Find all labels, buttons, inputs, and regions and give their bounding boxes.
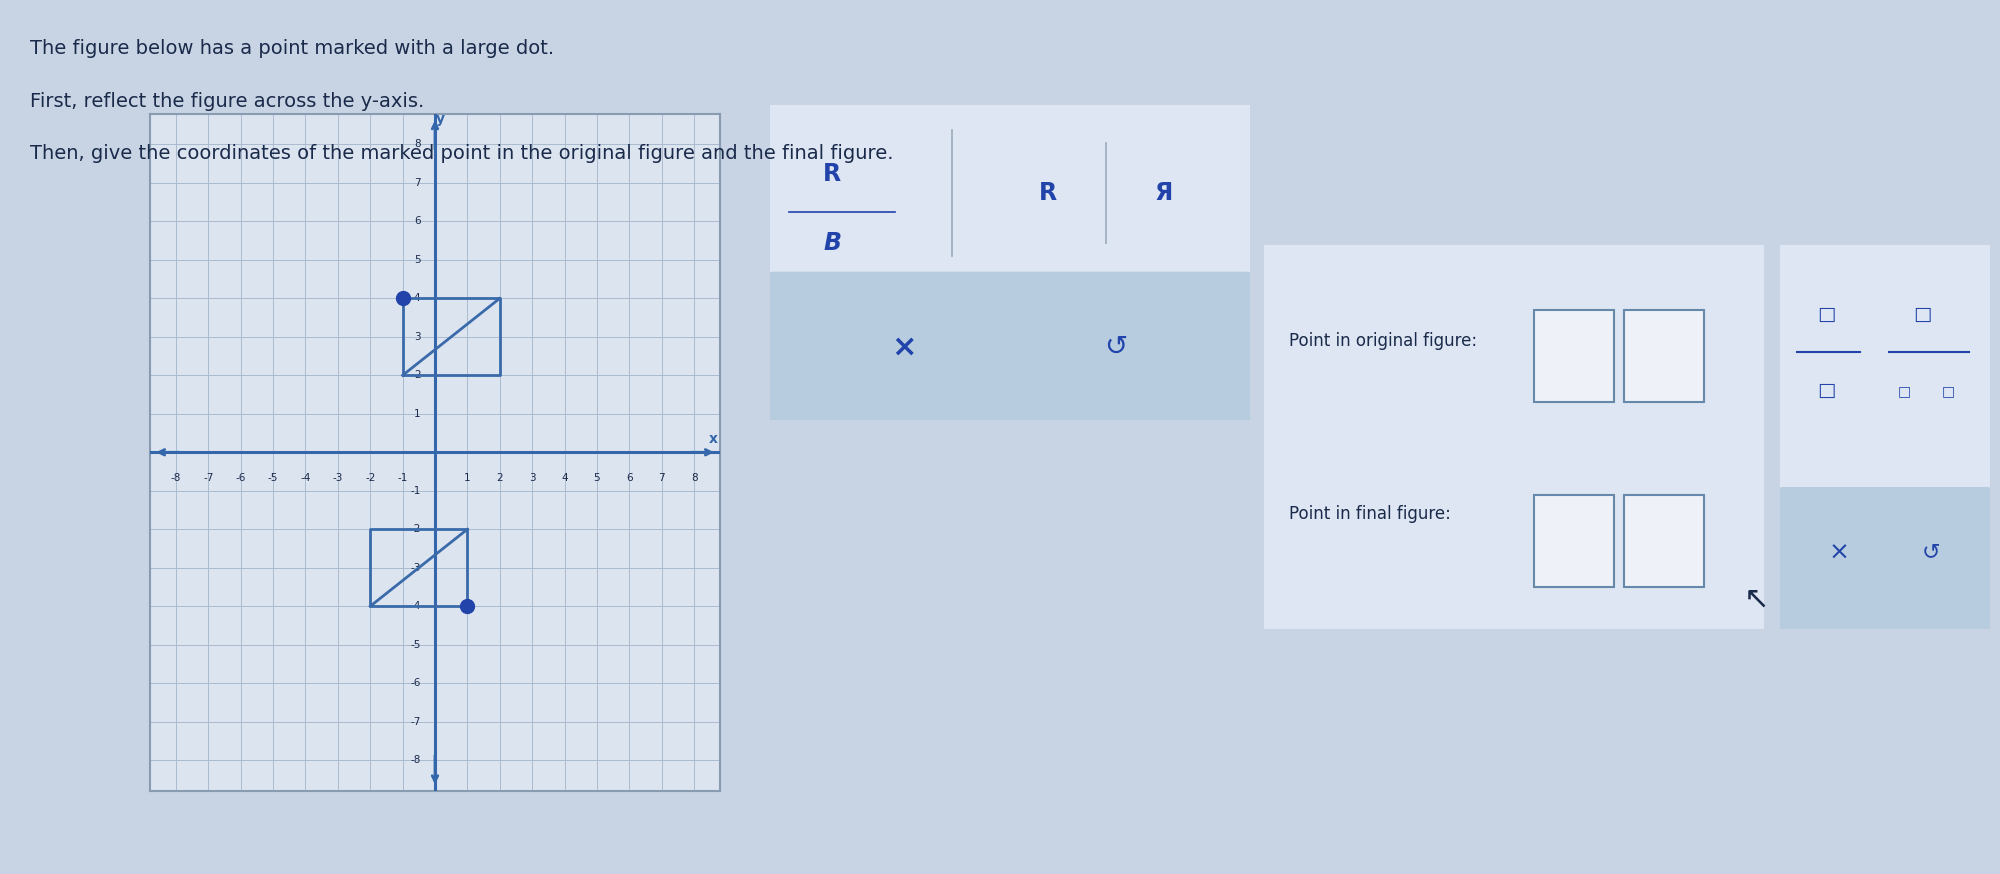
Text: 3: 3: [528, 474, 536, 483]
Text: 2: 2: [414, 371, 420, 380]
Text: x: x: [710, 432, 718, 446]
Text: -4: -4: [300, 474, 310, 483]
Text: 5: 5: [594, 474, 600, 483]
Text: R: R: [824, 162, 842, 186]
FancyBboxPatch shape: [1778, 487, 1992, 633]
FancyBboxPatch shape: [760, 99, 1260, 426]
Text: 6: 6: [626, 474, 632, 483]
Text: □: □: [1942, 384, 1954, 398]
Text: 7: 7: [658, 474, 666, 483]
FancyBboxPatch shape: [1776, 237, 1994, 637]
Text: □: □: [1914, 304, 1932, 323]
Text: The figure below has a point marked with a large dot.: The figure below has a point marked with…: [30, 39, 554, 59]
Text: □: □: [1818, 381, 1836, 400]
Text: -8: -8: [170, 474, 182, 483]
Text: □: □: [1818, 304, 1836, 323]
Text: -1: -1: [398, 474, 408, 483]
Text: -6: -6: [410, 678, 420, 688]
Text: 2: 2: [496, 474, 504, 483]
Text: -6: -6: [236, 474, 246, 483]
Text: -2: -2: [410, 524, 420, 534]
Text: ↺: ↺: [1104, 333, 1128, 361]
Text: First, reflect the figure across the y-axis.: First, reflect the figure across the y-a…: [30, 92, 424, 111]
Text: 7: 7: [414, 178, 420, 188]
Text: Я: Я: [1154, 181, 1172, 205]
Text: Point in original figure:: Point in original figure:: [1288, 332, 1478, 350]
Text: ↺: ↺: [1922, 543, 1940, 562]
Text: y: y: [436, 112, 446, 126]
Text: -8: -8: [410, 755, 420, 765]
Text: Then, give the coordinates of the marked point in the original figure and the fi: Then, give the coordinates of the marked…: [30, 144, 894, 163]
Text: 1: 1: [464, 474, 470, 483]
Text: -3: -3: [410, 563, 420, 572]
Text: 1: 1: [414, 409, 420, 419]
FancyBboxPatch shape: [1624, 310, 1704, 402]
Text: -7: -7: [410, 717, 420, 726]
Text: B: B: [824, 232, 842, 255]
FancyBboxPatch shape: [1534, 310, 1614, 402]
FancyBboxPatch shape: [1254, 237, 1774, 637]
Text: -4: -4: [410, 601, 420, 611]
Text: -3: -3: [332, 474, 344, 483]
Text: 4: 4: [562, 474, 568, 483]
FancyBboxPatch shape: [1624, 495, 1704, 587]
Text: 3: 3: [414, 332, 420, 342]
Text: -5: -5: [410, 640, 420, 649]
Text: -5: -5: [268, 474, 278, 483]
Text: 5: 5: [414, 255, 420, 265]
Text: -2: -2: [366, 474, 376, 483]
Text: -1: -1: [410, 486, 420, 496]
Text: ×: ×: [1828, 540, 1850, 565]
Text: □: □: [1898, 384, 1910, 398]
FancyBboxPatch shape: [766, 272, 1254, 423]
Text: ×: ×: [892, 333, 918, 362]
Text: Point in final figure:: Point in final figure:: [1288, 505, 1450, 523]
Text: 6: 6: [414, 217, 420, 226]
Text: ↖: ↖: [1744, 584, 1768, 614]
Text: R: R: [1040, 181, 1058, 205]
Text: 4: 4: [414, 294, 420, 303]
Text: -7: -7: [204, 474, 214, 483]
Text: 8: 8: [690, 474, 698, 483]
FancyBboxPatch shape: [1534, 495, 1614, 587]
Text: 8: 8: [414, 140, 420, 149]
